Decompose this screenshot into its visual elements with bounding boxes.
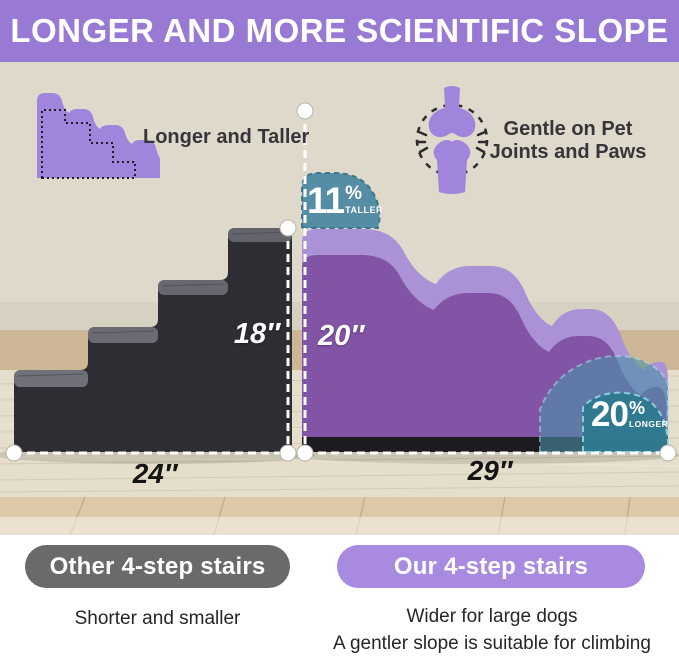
other-length-label: 24″ <box>132 458 178 489</box>
joint-icon <box>415 86 489 194</box>
other-stairs-pill: Other 4-step stairs <box>25 545 290 588</box>
page-title: LONGER AND MORE SCIENTIFIC SLOPE <box>10 12 669 49</box>
product-photo-scene <box>0 62 679 535</box>
wood-floor-front <box>0 497 679 535</box>
taller-badge: 11 % TALLER <box>307 180 383 221</box>
measurement-dots <box>5 102 677 462</box>
our-height-label: 20″ <box>318 320 365 352</box>
other-stairs-product <box>14 228 292 452</box>
other-height-label: 18″ <box>233 318 280 350</box>
longer-badge-unit: % <box>628 398 645 418</box>
feature-label-gentle: Gentle on Pet Joints and Paws <box>489 118 647 163</box>
longer-badge-value: 20 <box>591 395 629 434</box>
our-stairs-description-1: Wider for large dogs <box>406 606 578 627</box>
longer-badge-label: LONGER <box>628 419 669 429</box>
longer-badge-shape <box>539 354 669 453</box>
scene-graphics <box>0 62 679 535</box>
our-stairs-pill: Our 4-step stairs <box>337 545 645 588</box>
other-stairs-description: Shorter and smaller <box>74 608 241 629</box>
taller-badge-shape <box>301 172 381 229</box>
stairs-icon <box>37 93 160 179</box>
taller-badge-unit: % <box>345 183 363 204</box>
longer-badge: 20 % LONGER <box>591 395 669 434</box>
measurement-lines <box>14 111 668 455</box>
our-stairs-description-2: A gentler slope is suitable for climbing <box>333 633 651 654</box>
feature-label-taller: Longer and Taller <box>143 126 310 148</box>
taller-badge-label: TALLER <box>345 205 383 215</box>
our-length-label: 29″ <box>467 455 513 486</box>
header-banner: LONGER AND MORE SCIENTIFIC SLOPE <box>0 0 679 62</box>
taller-badge-value: 11 <box>307 180 345 221</box>
